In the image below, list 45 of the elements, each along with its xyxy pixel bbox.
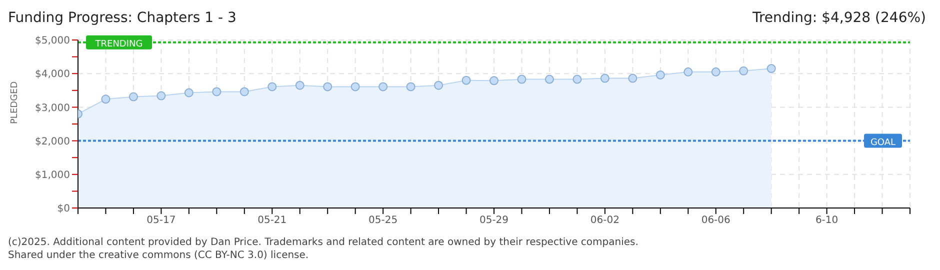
chart-title: Funding Progress: Chapters 1 - 3 <box>8 10 236 26</box>
point <box>517 74 526 84</box>
x-tick-label: 05-21 <box>258 215 287 226</box>
text: Shared under the creative commons (CC BY-NC 3.0) license. <box>8 249 310 262</box>
point <box>490 76 498 86</box>
point <box>434 80 444 90</box>
point <box>766 64 776 74</box>
y-tick-label: $1,000 <box>35 170 70 181</box>
text: Trending: $4,928 (246%) <box>752 10 926 26</box>
point <box>462 76 471 85</box>
point <box>628 74 638 83</box>
x-tick-label: 05-29 <box>479 215 509 226</box>
point <box>544 74 554 84</box>
point <box>184 88 194 98</box>
point <box>350 82 360 92</box>
point <box>128 92 138 102</box>
point <box>406 82 416 92</box>
text: (c)2025. Additional content provided by Dan Price. Trademarks and related content are owned by their respective companies. <box>8 236 638 249</box>
ref-line-label: GOAL <box>870 138 896 148</box>
point <box>156 91 166 100</box>
y-axis-title: PLEDGED <box>10 81 20 124</box>
y-tick-label: $0 <box>57 204 70 215</box>
point <box>378 82 388 92</box>
x-tick-label: 06-02 <box>590 215 620 226</box>
ref-line-label: TRENDING <box>94 39 143 50</box>
point <box>323 82 332 92</box>
point <box>212 87 222 96</box>
point <box>711 67 720 76</box>
point <box>240 87 249 96</box>
point <box>684 67 693 76</box>
point <box>656 70 665 80</box>
y-tick-label: $3,000 <box>35 102 70 114</box>
point <box>101 94 110 104</box>
point <box>268 82 277 92</box>
point <box>600 74 610 83</box>
point <box>739 66 748 76</box>
x-tick-label: 05-25 <box>368 215 398 226</box>
y-tick-label: $2,000 <box>35 136 70 148</box>
y-tick-label: $5,000 <box>35 36 70 47</box>
y-tick-label: $4,000 <box>35 69 70 80</box>
x-tick-label: 6-10 <box>815 215 838 226</box>
x-tick-label: 06-06 <box>701 215 730 226</box>
point <box>295 80 304 90</box>
point <box>572 74 582 84</box>
x-tick-label: 05-17 <box>146 215 176 226</box>
